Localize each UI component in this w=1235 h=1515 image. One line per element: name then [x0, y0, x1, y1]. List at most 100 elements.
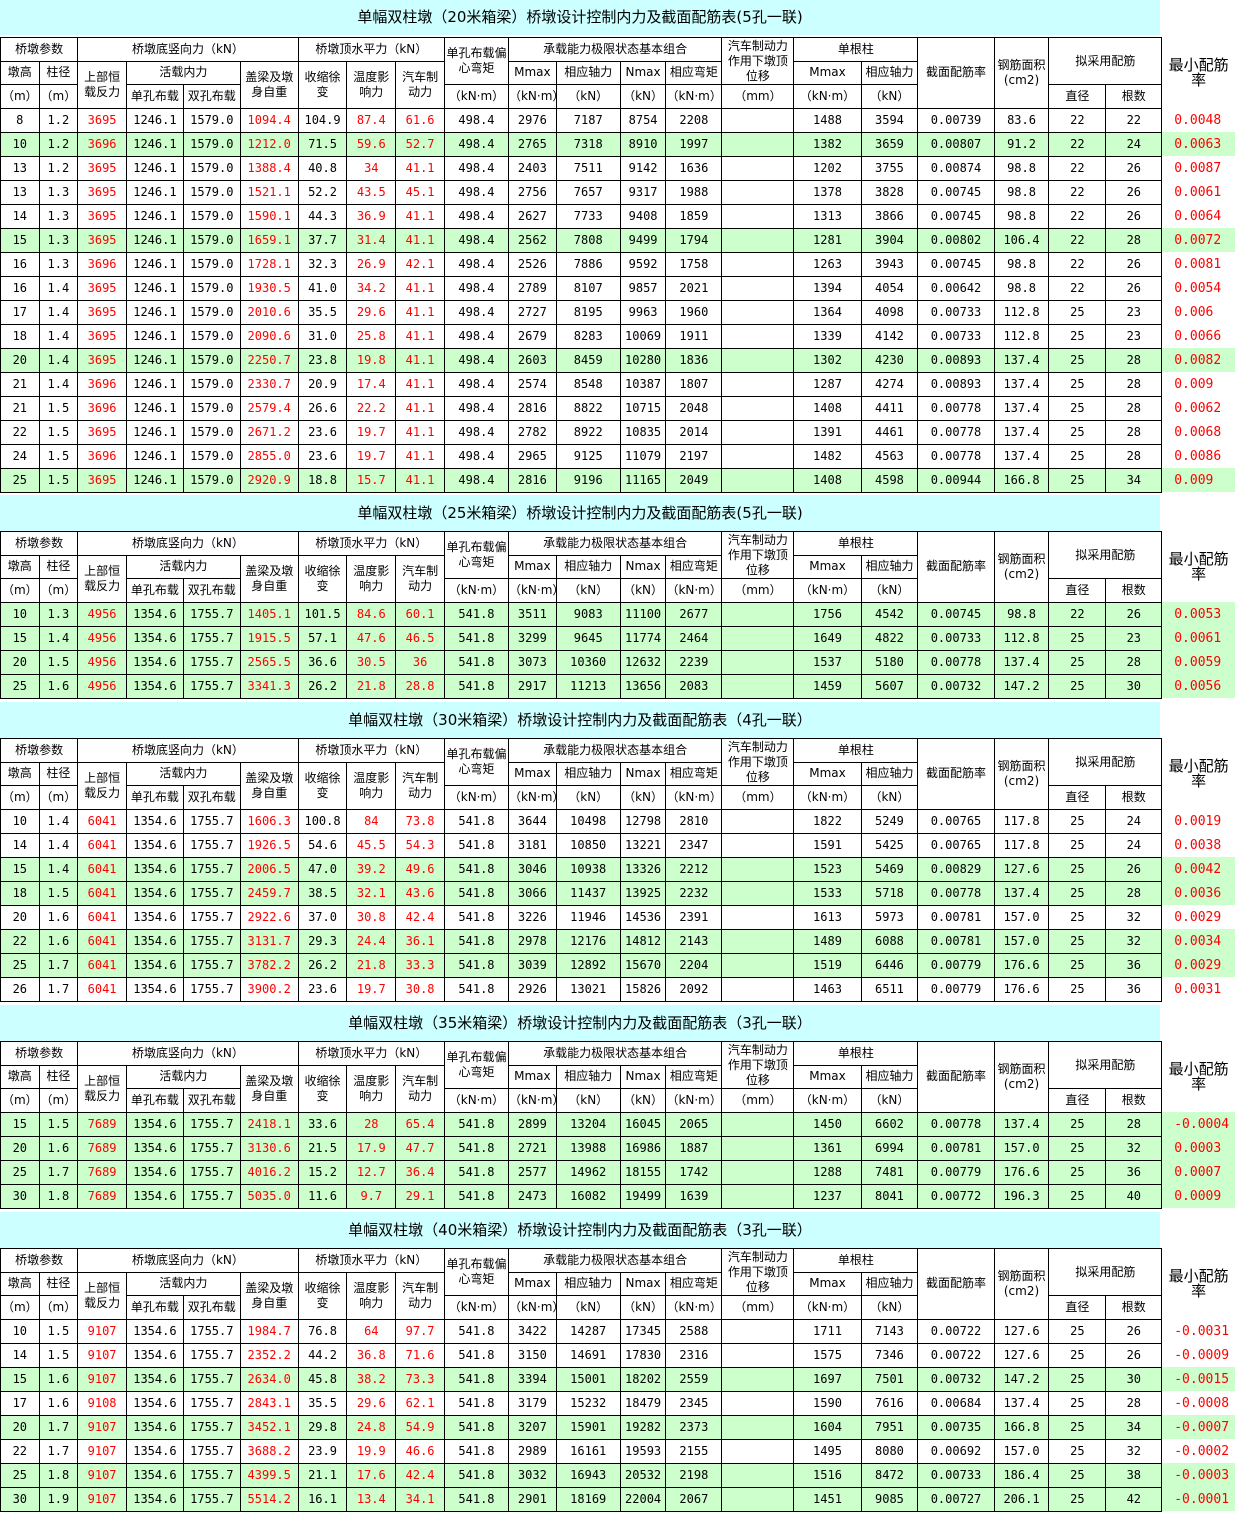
table-cell: [721, 904, 795, 930]
table-cell: 9107: [77, 1366, 127, 1392]
header-section-ratio: 截面配筋率: [917, 531, 995, 603]
unit-dia: （m）: [38, 1088, 79, 1113]
table-cell: [721, 1414, 795, 1440]
table-row: 30 1.8 7689 1354.6 1755.7 5035.0 11.6 9.7 29.1 54…: [0, 1183, 1235, 1209]
table-cell: 13: [0, 179, 40, 205]
header-ultimate-combo: 承载能力极限状态基本组合: [507, 1248, 723, 1273]
table-cell: 9125: [555, 443, 621, 469]
table-cell: 9963: [619, 299, 667, 325]
table-cell: 0.00732: [917, 673, 995, 699]
table-cell: 1659.1: [239, 227, 299, 253]
table-cell: 26: [1105, 1342, 1163, 1368]
table-cell: [721, 952, 795, 978]
table-cell: [721, 251, 795, 277]
table-cell: 41.1: [395, 395, 445, 421]
table-cell: 3828: [860, 179, 919, 205]
header-pier-height: 墩高: [0, 1064, 40, 1089]
table-cell: 1711: [793, 1318, 862, 1344]
table-cell: 7689: [77, 1183, 127, 1209]
table-cell: 98.8: [993, 155, 1050, 181]
table-cell: 23.8: [297, 347, 348, 373]
table-cell: 3394: [507, 1366, 557, 1392]
table-cell: 137.4: [993, 419, 1050, 445]
table-cell: 1246.1: [125, 275, 184, 301]
table-cell: 2679: [507, 323, 557, 349]
table-cell: 10498: [555, 808, 621, 834]
table-row: 22 1.5 3695 1246.1 1579.0 2671.2 23.6 19.7 41.1 4…: [0, 419, 1235, 445]
table-cell: 1246.1: [125, 395, 184, 421]
table-cell: 8080: [860, 1438, 919, 1464]
table-cell: 1.5: [38, 1342, 79, 1368]
min-ratio-cell: 0.0029: [1161, 905, 1235, 929]
table-cell: 117.8: [993, 832, 1050, 858]
table-cell: 3695: [77, 155, 127, 181]
table-cell: 6994: [860, 1135, 919, 1161]
table-cell: 4098: [860, 299, 919, 325]
table-cell: 541.8: [443, 1318, 509, 1344]
table-cell: 19282: [619, 1414, 667, 1440]
header-count: 根数: [1105, 785, 1163, 810]
header-upper-dead: 上部恒载反力: [77, 554, 127, 603]
table-cell: 7689: [77, 1159, 127, 1185]
table-row: 25 1.7 6041 1354.6 1755.7 3782.2 26.2 21.8 33.3 5…: [0, 952, 1235, 978]
header-upper-dead: 上部恒载反力: [77, 761, 127, 810]
table-cell: 1354.6: [125, 952, 184, 978]
table-cell: 6041: [77, 808, 127, 834]
table-cell: 3688.2: [239, 1438, 299, 1464]
table-cell: 1758: [665, 251, 723, 277]
table-row: 14 1.3 3695 1246.1 1579.0 1590.1 44.3 36.9 41.1 4…: [0, 203, 1235, 229]
table-cell: 5973: [860, 904, 919, 930]
table-row: 15 1.5 7689 1354.6 1755.7 2418.1 33.6 28 65.4 541…: [0, 1111, 1235, 1137]
table-cell: 9408: [619, 203, 667, 229]
table-cell: 9.7: [346, 1183, 397, 1209]
table-cell: 2920.9: [239, 467, 299, 493]
table-row: 24 1.5 3696 1246.1 1579.0 2855.0 23.6 19.7 41.1 4…: [0, 443, 1235, 469]
table-cell: 1.3: [38, 227, 79, 253]
table-cell: 1.7: [38, 1414, 79, 1440]
table-cell: 2006.5: [239, 856, 299, 882]
unit-axial: （kN）: [555, 1088, 621, 1113]
table-cell: 0.00893: [917, 347, 995, 373]
min-ratio-cell: 0.0081: [1161, 252, 1235, 276]
unit-moment: （kN·m）: [443, 578, 509, 603]
table-cell: 1755.7: [182, 1111, 241, 1137]
table-cell: 1.6: [38, 904, 79, 930]
table-row: 14 1.4 6041 1354.6 1755.7 1926.5 54.6 45.5 54.3 5…: [0, 832, 1235, 858]
header-live-load: 活载内力: [125, 1271, 241, 1296]
header-bottom-vertical: 桥墩底竖向力（kN）: [77, 1248, 299, 1273]
header-col-dia: 柱径: [38, 60, 79, 85]
header-top-horizontal: 桥墩顶水平力（kN）: [297, 738, 445, 763]
table-cell: 1579.0: [182, 131, 241, 157]
table-cell: 8107: [555, 275, 621, 301]
table-cell: 25: [1048, 673, 1107, 699]
table-cell: 41.1: [395, 347, 445, 373]
header-upper-dead: 上部恒载反力: [77, 60, 127, 109]
header-ultimate-combo: 承载能力极限状态基本组合: [507, 738, 723, 763]
table-cell: 1742: [665, 1159, 723, 1185]
table-row: 22 1.7 9107 1354.6 1755.7 3688.2 23.9 19.9 46.6 5…: [0, 1438, 1235, 1464]
table-cell: 3943: [860, 251, 919, 277]
header-pier-params: 桥墩参数: [0, 531, 79, 556]
table-cell: 1287: [793, 371, 862, 397]
table-cell: 1354.6: [125, 1183, 184, 1209]
table-cell: 2345: [665, 1390, 723, 1416]
table-cell: 3341.3: [239, 673, 299, 699]
header-diameter: 直径: [1048, 578, 1107, 603]
header-bottom-vertical: 桥墩底竖向力（kN）: [77, 37, 299, 62]
table-cell: 45.1: [395, 179, 445, 205]
table-row: 10 1.5 9107 1354.6 1755.7 1984.7 76.8 64 97.7 541…: [0, 1318, 1235, 1344]
table-row: 20 1.4 3695 1246.1 1579.0 2250.7 23.8 19.8 41.1 4…: [0, 347, 1235, 373]
min-ratio-cell: -0.0009: [1161, 1343, 1235, 1367]
table-cell: 9317: [619, 179, 667, 205]
header-col-mmax: Mmax: [793, 761, 862, 786]
header-single-span-moment: 单孔布载偏心弯矩: [443, 1248, 509, 1296]
table-cell: 26: [1105, 1318, 1163, 1344]
header-braking-disp: 汽车制动力作用下墩顶位移: [721, 738, 795, 786]
table-cell: [721, 155, 795, 181]
table-cell: 3695: [77, 227, 127, 253]
table-row: 25 1.7 7689 1354.6 1755.7 4016.2 15.2 12.7 36.4 5…: [0, 1159, 1235, 1185]
header-single-span-moment: 单孔布载偏心弯矩: [443, 1041, 509, 1089]
table-cell: 3452.1: [239, 1414, 299, 1440]
table-cell: 3511: [507, 601, 557, 627]
min-ratio-cell: 0.0034: [1161, 929, 1235, 953]
